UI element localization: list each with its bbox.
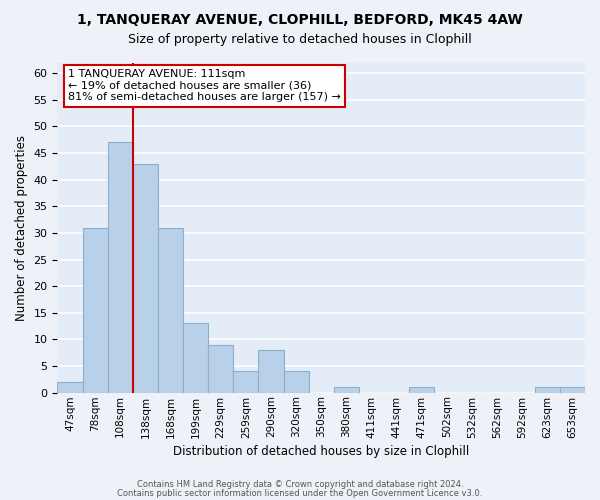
Text: 1, TANQUERAY AVENUE, CLOPHILL, BEDFORD, MK45 4AW: 1, TANQUERAY AVENUE, CLOPHILL, BEDFORD, … <box>77 12 523 26</box>
Bar <box>334 388 359 392</box>
Text: 1 TANQUERAY AVENUE: 111sqm
← 19% of detached houses are smaller (36)
81% of semi: 1 TANQUERAY AVENUE: 111sqm ← 19% of deta… <box>68 69 341 102</box>
Bar <box>284 372 308 392</box>
X-axis label: Distribution of detached houses by size in Clophill: Distribution of detached houses by size … <box>173 444 469 458</box>
Text: Size of property relative to detached houses in Clophill: Size of property relative to detached ho… <box>128 32 472 46</box>
Bar <box>183 324 208 392</box>
Bar <box>560 388 585 392</box>
Text: Contains public sector information licensed under the Open Government Licence v3: Contains public sector information licen… <box>118 489 482 498</box>
Bar <box>233 372 259 392</box>
Bar <box>259 350 284 393</box>
Bar <box>58 382 83 392</box>
Bar <box>107 142 133 392</box>
Y-axis label: Number of detached properties: Number of detached properties <box>15 134 28 320</box>
Bar <box>158 228 183 392</box>
Bar <box>83 228 107 392</box>
Bar <box>535 388 560 392</box>
Bar <box>409 388 434 392</box>
Bar <box>208 344 233 393</box>
Text: Contains HM Land Registry data © Crown copyright and database right 2024.: Contains HM Land Registry data © Crown c… <box>137 480 463 489</box>
Bar <box>133 164 158 392</box>
